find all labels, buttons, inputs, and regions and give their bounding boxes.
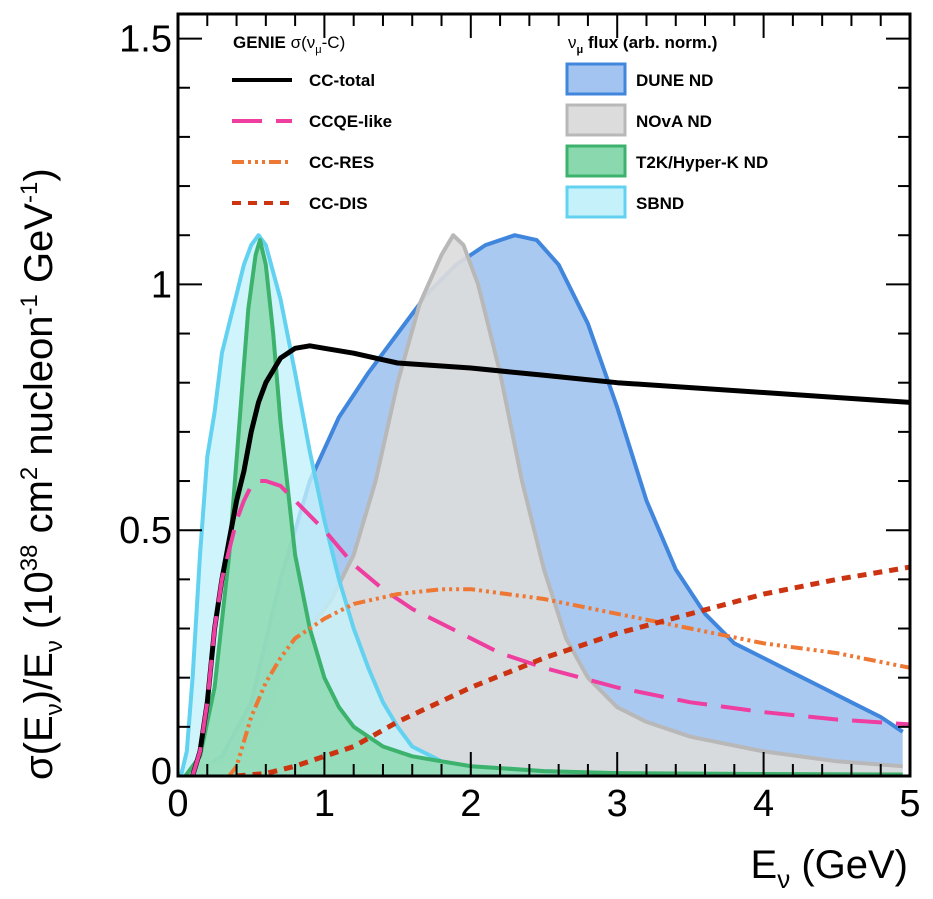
flux-area-nova-nd bbox=[185, 235, 903, 776]
x-axis-title: Eν (GeV) bbox=[751, 843, 908, 894]
cross-section-curves bbox=[190, 343, 910, 776]
legend-swatch-dune-nd bbox=[565, 62, 627, 96]
y-tick-label: 0 bbox=[151, 751, 172, 793]
x-tick-label: 1 bbox=[314, 783, 335, 825]
axis-ticks: 0 1 2 3 4 5 0 0.5 1 1.5 bbox=[119, 14, 921, 825]
flux-areas bbox=[178, 233, 904, 776]
plot-frame bbox=[176, 12, 912, 778]
legend-swatch-sbnd bbox=[565, 185, 627, 219]
legend-right-title: νμ flux (arb. norm.) bbox=[568, 33, 717, 56]
legend-label-cc-res: CC-RES bbox=[309, 153, 374, 172]
y-tick-label: 1 bbox=[151, 264, 172, 306]
legend-label-cc-dis: CC-DIS bbox=[309, 194, 368, 213]
y-tick-label: 0.5 bbox=[119, 510, 172, 552]
x-tick-label: 5 bbox=[899, 783, 920, 825]
flux-area-t2k-hyper-k-nd bbox=[185, 240, 903, 776]
x-tick-label: 2 bbox=[460, 783, 481, 825]
legend-label-nova-nd: NOvA ND bbox=[636, 112, 712, 131]
legend-label-cc-total: CC-total bbox=[309, 71, 375, 90]
curve-cc-res bbox=[227, 587, 910, 776]
curve-ccqe-like bbox=[190, 479, 910, 776]
x-tick-label: 3 bbox=[607, 783, 628, 825]
legend-label-ccqe-like: CCQE-like bbox=[309, 112, 392, 131]
legend-left-title: GENIE σ(νμ-C) bbox=[233, 33, 345, 56]
legend-cross-sections: GENIE σ(νμ-C) CC-total CCQE-like CC-RES CC-… bbox=[232, 33, 392, 213]
legend-label-sbnd: SBND bbox=[636, 194, 684, 213]
flux-outline-t2k-hyper-k-nd bbox=[183, 238, 903, 776]
x-tick-label: 4 bbox=[753, 783, 774, 825]
legend-label-t2k-hyper-k-nd: T2K/Hyper-K ND bbox=[636, 153, 768, 172]
legend-label-dune-nd: DUNE ND bbox=[636, 71, 713, 90]
x-tick-label: 0 bbox=[167, 783, 188, 825]
legend-flux: νμ flux (arb. norm.) DUNE ND NOvA ND T2K/H… bbox=[565, 33, 768, 219]
legend-swatch-nova-nd bbox=[565, 103, 627, 137]
legend-swatch-t2k-hyper-k-nd bbox=[565, 144, 627, 178]
y-tick-label: 1.5 bbox=[119, 19, 172, 61]
curve-cc-dis bbox=[236, 564, 910, 776]
y-axis-title: σ(Eν)/Eν (1038 cm2 nucleon-1 GeV-1) bbox=[16, 168, 68, 780]
